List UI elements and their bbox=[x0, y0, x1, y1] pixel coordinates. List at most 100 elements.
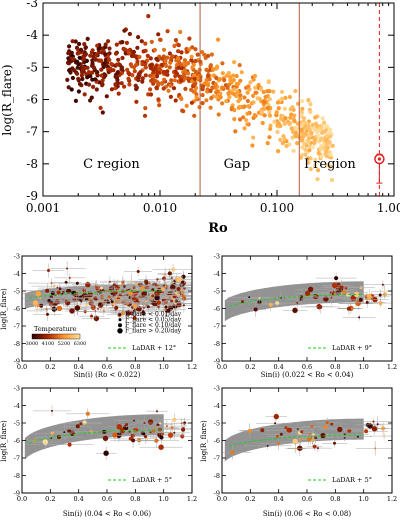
data-point bbox=[195, 52, 200, 57]
data-point bbox=[73, 98, 78, 103]
x-tick-label: 0.6 bbox=[302, 495, 312, 503]
data-point bbox=[242, 95, 247, 100]
top-panel: 0.001 0.010 0.100 1.000 -9 -8 -7 -6 -5 -4 -3 C reg… bbox=[0, 0, 400, 236]
y-tick-label: -6 bbox=[14, 305, 20, 313]
data-point bbox=[189, 100, 194, 105]
data-point bbox=[69, 50, 74, 55]
data-point bbox=[289, 126, 294, 131]
data-point bbox=[154, 56, 159, 61]
y-tick-label: -9 bbox=[14, 490, 20, 498]
data-point bbox=[267, 89, 272, 94]
x-tick-label: 0.8 bbox=[330, 363, 340, 371]
p3-axis-ticks: 0.0 0.2 0.4 0.6 0.8 1.0 1.2 -9 -8 -7 -6 -5 -4 -3 bbox=[14, 385, 198, 504]
data-point bbox=[325, 145, 330, 151]
p4-model-label: LaDAR + 5° bbox=[332, 476, 372, 484]
data-point bbox=[323, 425, 328, 430]
y-tick-label: -4 bbox=[14, 402, 20, 410]
data-point bbox=[99, 67, 104, 72]
y-tick-label: -8 bbox=[26, 157, 38, 171]
data-point bbox=[303, 152, 308, 157]
data-point bbox=[316, 151, 321, 156]
data-point bbox=[158, 37, 163, 43]
legend-entry-2: F_flare < 0.10/day bbox=[125, 322, 182, 329]
data-point bbox=[309, 130, 314, 136]
data-point bbox=[261, 106, 267, 111]
data-point bbox=[253, 90, 258, 95]
data-point bbox=[366, 294, 372, 300]
legend-entry-1: F_flare < 0.05/day bbox=[125, 317, 182, 324]
x-tick-label: 0.4 bbox=[273, 363, 283, 371]
data-point bbox=[144, 280, 149, 285]
data-point bbox=[312, 163, 318, 168]
data-point bbox=[70, 66, 75, 71]
data-point bbox=[236, 105, 241, 110]
data-point bbox=[109, 87, 114, 92]
data-point bbox=[66, 267, 69, 270]
data-point bbox=[255, 96, 260, 101]
data-point bbox=[248, 80, 253, 85]
data-point bbox=[182, 72, 187, 77]
data-point bbox=[227, 95, 232, 100]
y-tick-label: -9 bbox=[26, 189, 38, 203]
model-curve bbox=[228, 434, 364, 447]
data-point bbox=[75, 51, 80, 56]
data-point bbox=[130, 73, 135, 78]
data-point bbox=[190, 45, 195, 50]
y-tick-label: -8 bbox=[214, 472, 220, 480]
data-point bbox=[97, 307, 99, 310]
data-point bbox=[110, 291, 114, 295]
data-point bbox=[236, 81, 241, 86]
data-point bbox=[308, 109, 313, 114]
data-point bbox=[148, 73, 153, 78]
data-point bbox=[261, 89, 266, 95]
data-point bbox=[263, 94, 268, 100]
data-point bbox=[76, 89, 81, 94]
data-point bbox=[173, 69, 178, 74]
data-point bbox=[300, 145, 305, 150]
data-point bbox=[267, 135, 272, 140]
y-tick-label: -5 bbox=[14, 288, 20, 296]
data-point bbox=[91, 54, 96, 59]
data-point bbox=[108, 280, 111, 283]
data-point bbox=[205, 83, 211, 88]
data-point bbox=[267, 113, 273, 118]
data-point bbox=[262, 113, 267, 118]
data-point bbox=[154, 427, 157, 429]
data-point bbox=[302, 141, 307, 147]
y-tick-label: -3 bbox=[14, 385, 20, 393]
data-point bbox=[99, 50, 105, 55]
data-point bbox=[283, 95, 288, 100]
data-point bbox=[202, 81, 207, 86]
data-point bbox=[81, 69, 86, 74]
y-tick-label: -6 bbox=[214, 305, 220, 313]
data-point bbox=[127, 51, 132, 56]
data-point bbox=[125, 423, 129, 426]
data-point bbox=[77, 55, 82, 60]
data-point bbox=[216, 112, 221, 117]
data-point bbox=[178, 62, 184, 67]
data-point bbox=[181, 427, 186, 432]
data-point bbox=[229, 105, 234, 110]
data-point bbox=[146, 14, 151, 19]
data-point bbox=[201, 84, 206, 89]
data-point bbox=[130, 433, 135, 438]
data-point bbox=[156, 410, 158, 413]
data-point bbox=[209, 96, 214, 101]
data-point bbox=[151, 294, 155, 298]
data-point bbox=[337, 426, 343, 433]
data-point bbox=[71, 56, 76, 62]
data-point bbox=[274, 422, 277, 425]
data-point bbox=[128, 291, 133, 296]
p4-scatter-points bbox=[222, 412, 392, 460]
data-point bbox=[132, 69, 137, 74]
data-point bbox=[81, 294, 84, 297]
data-point bbox=[67, 442, 72, 447]
data-point bbox=[307, 286, 314, 292]
data-point bbox=[53, 285, 56, 288]
data-point bbox=[308, 166, 313, 172]
data-point bbox=[225, 85, 230, 90]
data-point bbox=[308, 102, 313, 107]
data-point bbox=[306, 98, 311, 103]
data-point bbox=[258, 297, 261, 300]
data-point bbox=[97, 46, 102, 51]
